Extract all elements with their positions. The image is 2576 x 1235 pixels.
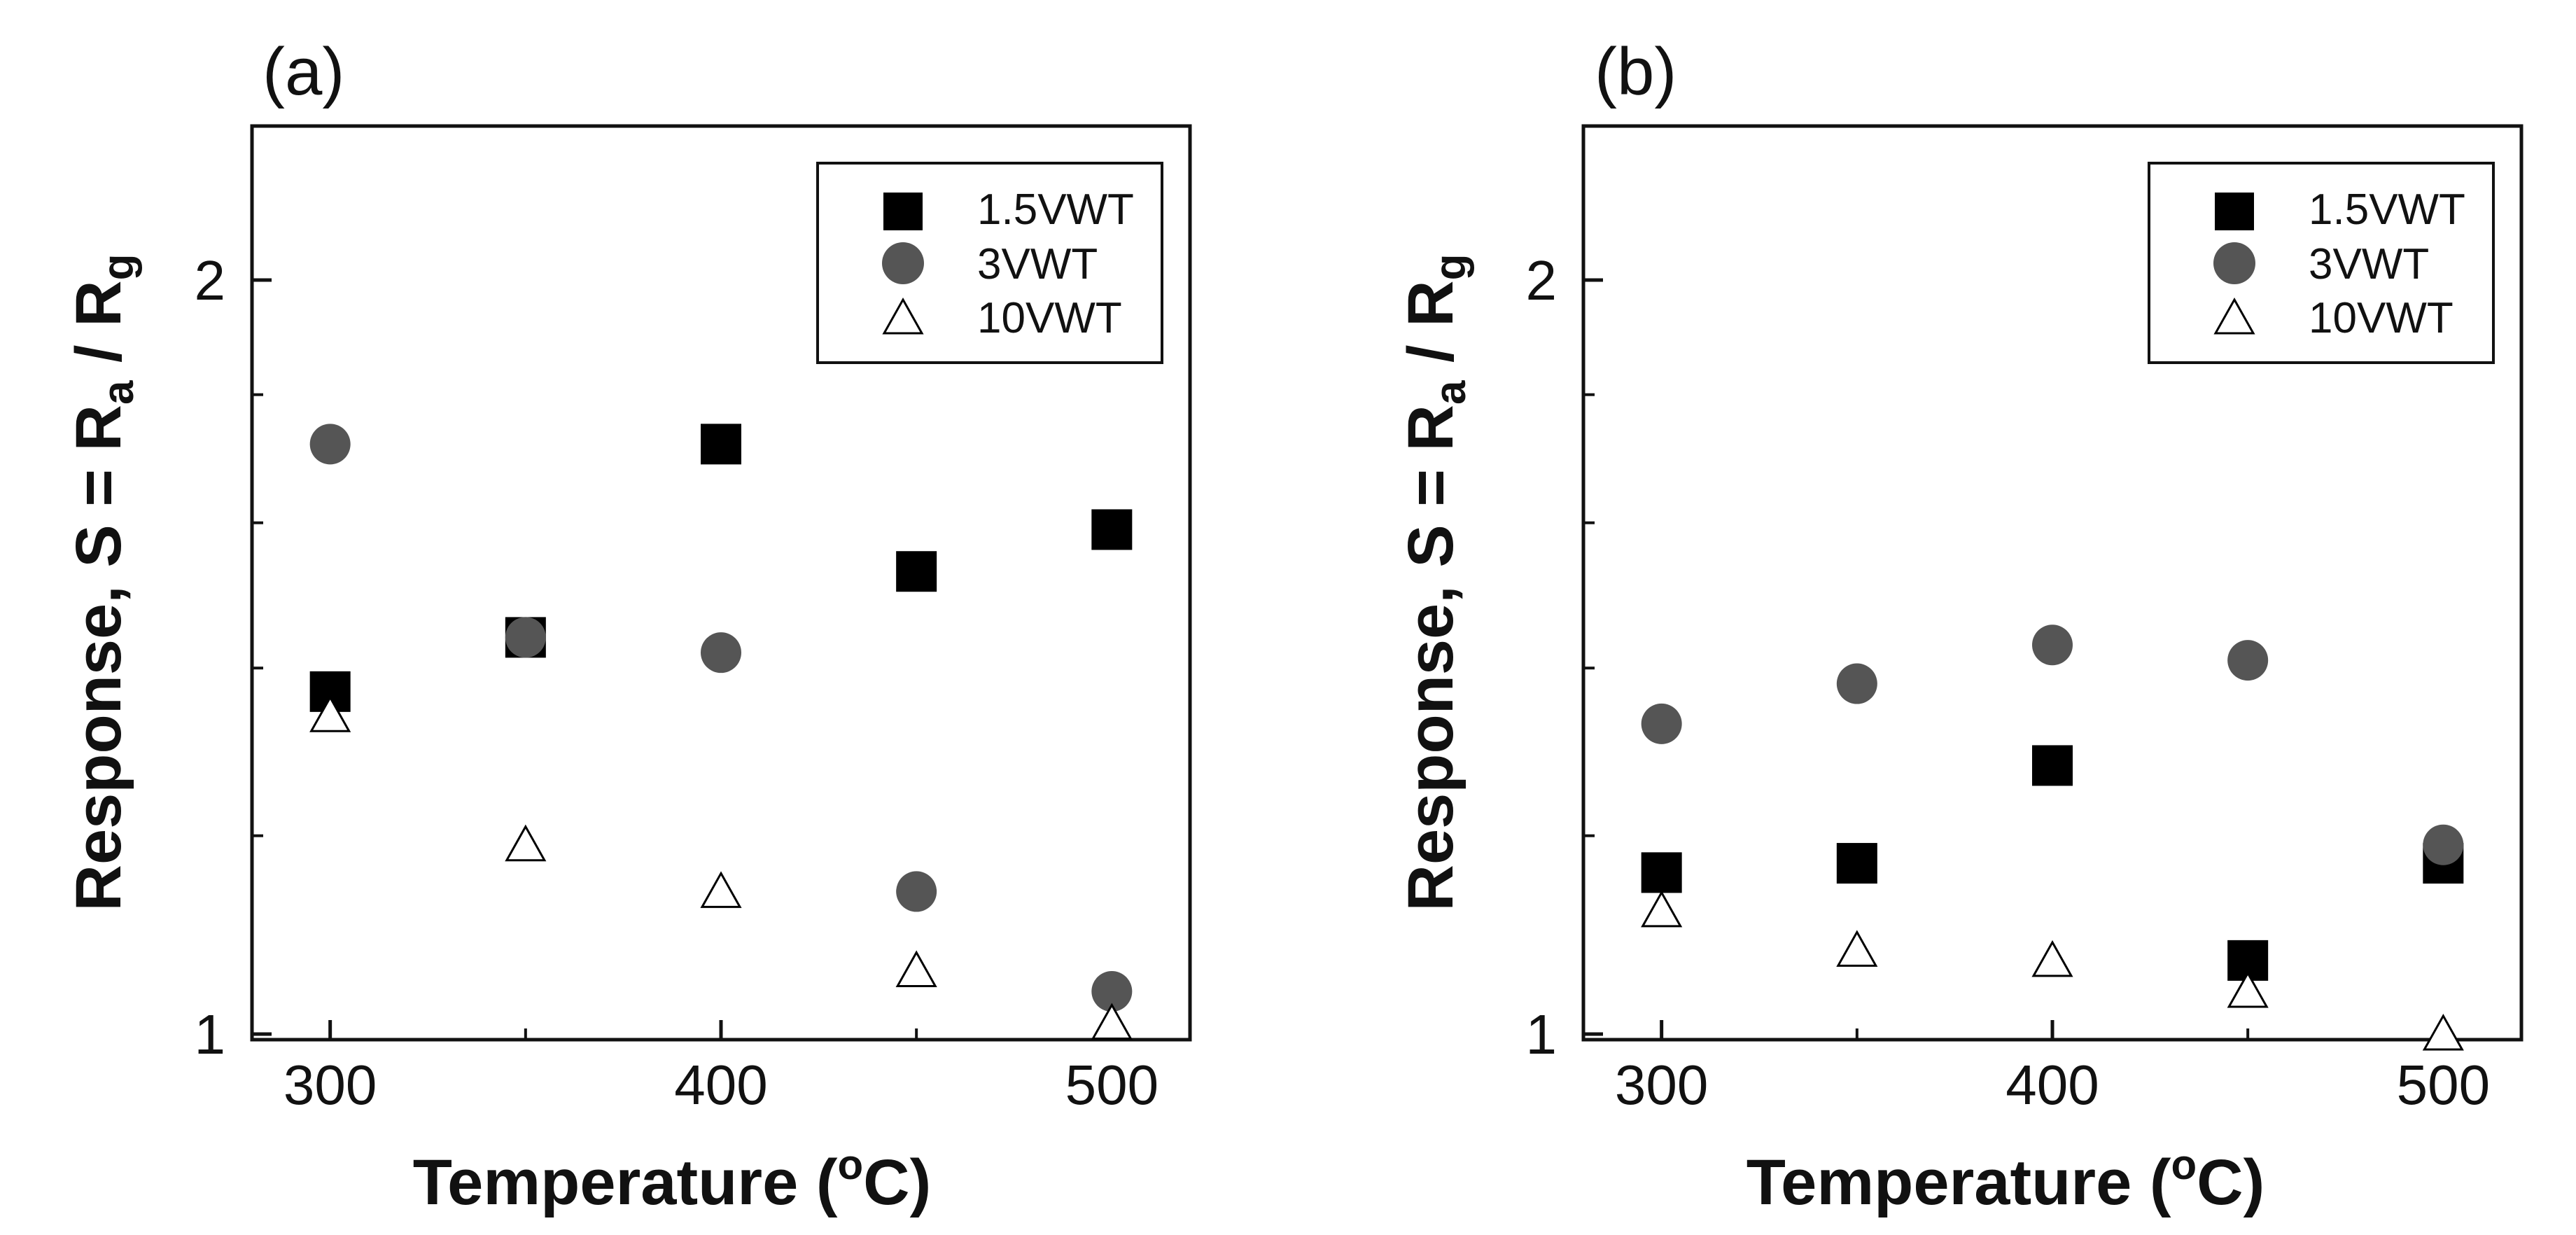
y-axis-title-mid-b: / R xyxy=(1395,280,1466,380)
chart-panel-a: (a) 1.5VWT 3VWT 10VWT Temperature (oC) R… xyxy=(63,34,1192,1218)
point-1-5vwt-a-400 xyxy=(701,424,741,465)
point-3vwt-a-350 xyxy=(505,617,546,658)
point-1-5vwt-b-350 xyxy=(1836,843,1877,884)
legend-label-3vwt-a: 3VWT xyxy=(977,240,1098,288)
panel-label-a: (a) xyxy=(262,34,344,109)
point-10vwt-a-350 xyxy=(505,824,547,862)
legend-label-3vwt-b: 3VWT xyxy=(2309,240,2429,288)
y-axis-title-mid-a: / R xyxy=(63,280,134,380)
legend-a: 1.5VWT 3VWT 10VWT xyxy=(816,162,1163,364)
point-3vwt-a-500 xyxy=(1091,971,1133,1012)
legend-swatch-1-5vwt-b xyxy=(2215,193,2254,230)
x-axis-degree-a: o xyxy=(837,1141,863,1188)
point-10vwt-a-450 xyxy=(895,950,937,987)
point-3vwt-a-450 xyxy=(896,871,937,912)
x-tick-label-b-500: 500 xyxy=(2397,1054,2490,1116)
point-10vwt-b-300 xyxy=(1641,890,1683,928)
legend-box-a xyxy=(816,162,1163,364)
x-axis-unit-a: C) xyxy=(863,1147,931,1218)
x-tick-label-a-400: 400 xyxy=(674,1054,767,1116)
y-axis-title-sub-a-b: a xyxy=(1427,380,1475,405)
legend-b: 1.5VWT 3VWT 10VWT xyxy=(2148,162,2495,364)
point-1-5vwt-b-300 xyxy=(1641,852,1682,893)
legend-swatch-3vwt-b xyxy=(2213,242,2255,284)
x-axis-title-b: Temperature (oC) xyxy=(1746,1141,2264,1218)
point-layer-b xyxy=(1641,625,2464,1051)
point-3vwt-b-450 xyxy=(2227,640,2269,681)
y-tick-label-a-2: 2 xyxy=(195,249,226,312)
y-axis-title-sub-g-b: g xyxy=(1427,254,1475,281)
x-tick-label-a-300: 300 xyxy=(284,1054,377,1116)
point-3vwt-b-350 xyxy=(1836,663,1877,704)
panel-label-b: (b) xyxy=(1595,34,1676,109)
y-axis-title-sub-g-a: g xyxy=(94,254,143,281)
point-layer-a xyxy=(309,424,1133,1040)
point-3vwt-a-400 xyxy=(701,632,741,674)
point-10vwt-a-400 xyxy=(700,871,742,908)
y-axis-title-a: Response, S = Ra / Rg xyxy=(63,254,143,912)
legend-swatch-3vwt-a xyxy=(882,242,924,284)
point-3vwt-b-400 xyxy=(2032,625,2073,666)
legend-label-1-5vwt-a: 1.5VWT xyxy=(977,186,1134,234)
point-1-5vwt-b-400 xyxy=(2032,745,2073,786)
legend-label-1-5vwt-b: 1.5VWT xyxy=(2309,186,2465,234)
x-tick-label-a-500: 500 xyxy=(1065,1054,1158,1116)
point-3vwt-b-500 xyxy=(2423,824,2464,865)
y-axis-title-sub-a-a: a xyxy=(94,380,143,405)
point-10vwt-a-300 xyxy=(309,695,351,732)
point-1-5vwt-a-450 xyxy=(896,551,937,592)
legend-swatch-10vwt-a xyxy=(882,297,924,335)
x-axis-title-a: Temperature (oC) xyxy=(413,1141,931,1218)
chart-panel-b: (b) 1.5VWT 3VWT 10VWT Temperature (oC) R… xyxy=(1395,34,2524,1218)
x-tick-label-b-300: 300 xyxy=(1615,1054,1708,1116)
point-10vwt-b-350 xyxy=(1836,930,1878,967)
point-10vwt-b-500 xyxy=(2422,1013,2464,1051)
y-tick-label-b-1: 1 xyxy=(1526,1003,1558,1066)
legend-label-10vwt-a: 10VWT xyxy=(977,294,1122,342)
minor-tick-layer-b xyxy=(1583,278,2445,1040)
x-axis-unit-b: C) xyxy=(2197,1147,2264,1218)
y-axis-title-b: Response, S = Ra / Rg xyxy=(1395,254,1475,912)
point-3vwt-a-300 xyxy=(309,424,351,465)
point-1-5vwt-a-500 xyxy=(1091,509,1133,550)
legend-box-b xyxy=(2148,162,2495,364)
y-tick-label-a-1: 1 xyxy=(195,1003,226,1066)
legend-label-10vwt-b: 10VWT xyxy=(2309,294,2454,342)
x-axis-title-text-b: Temperature ( xyxy=(1746,1147,2171,1218)
y-tick-label-b-2: 2 xyxy=(1526,249,1558,312)
x-axis-degree-b: o xyxy=(2171,1141,2197,1188)
point-10vwt-a-500 xyxy=(1091,1003,1133,1040)
legend-swatch-1-5vwt-a xyxy=(883,193,923,230)
y-axis-title-main-b: Response, S = R xyxy=(1395,405,1466,911)
legend-swatch-10vwt-b xyxy=(2213,297,2255,335)
point-3vwt-b-300 xyxy=(1641,703,1682,744)
x-tick-label-b-400: 400 xyxy=(2005,1054,2099,1116)
point-10vwt-b-450 xyxy=(2227,970,2269,1008)
y-axis-title-main-a: Response, S = R xyxy=(63,405,134,911)
x-axis-title-text-a: Temperature ( xyxy=(413,1147,838,1218)
point-10vwt-b-400 xyxy=(2031,940,2073,977)
